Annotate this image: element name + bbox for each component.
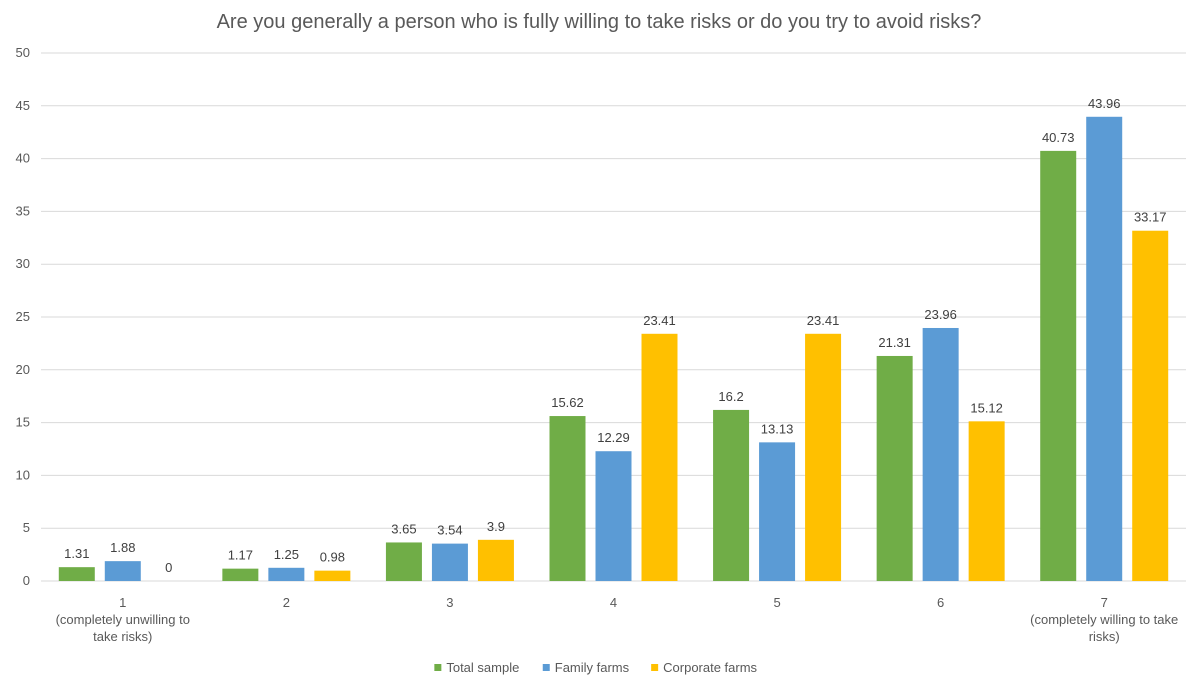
y-tick-label: 50 [16, 45, 30, 60]
y-tick-label: 35 [16, 203, 30, 218]
x-tick-label: (completely unwilling to [56, 612, 190, 627]
x-tick-label: (completely willing to take [1030, 612, 1178, 627]
x-tick-label: 2 [283, 595, 290, 610]
legend-label: Total sample [446, 660, 519, 675]
data-label: 12.29 [597, 430, 630, 445]
y-axis: 0 5 10 15 20 25 30 35 40 45 50 [16, 45, 30, 588]
data-label: 0.98 [320, 550, 345, 565]
data-label: 1.88 [110, 540, 135, 555]
x-tick-label: 5 [773, 595, 780, 610]
data-label: 23.41 [807, 313, 840, 328]
data-label: 33.17 [1134, 210, 1167, 225]
legend-label: Family farms [555, 660, 630, 675]
bar [549, 416, 586, 581]
bar [922, 327, 959, 581]
data-label: 3.9 [487, 519, 505, 534]
y-tick-label: 15 [16, 415, 30, 430]
x-tick-label: take risks) [93, 629, 152, 644]
bar [641, 333, 678, 581]
data-label: 1.31 [64, 546, 89, 561]
data-label: 15.12 [970, 400, 1003, 415]
bar [1086, 116, 1123, 581]
data-label: 3.54 [437, 523, 462, 538]
bar [268, 567, 305, 581]
data-label: 0 [165, 560, 172, 575]
x-tick-label: 1 [119, 595, 126, 610]
data-label: 40.73 [1042, 130, 1075, 145]
legend-swatch [434, 664, 442, 671]
data-label: 15.62 [551, 395, 584, 410]
y-tick-label: 45 [16, 98, 30, 113]
bar [713, 409, 750, 581]
x-axis: 1 (completely unwilling to take risks) 2 3 4 5… [56, 595, 1179, 644]
chart-title: Are you generally a person who is fully … [217, 11, 982, 33]
data-label: 1.17 [228, 548, 253, 563]
x-tick-label: 3 [446, 595, 453, 610]
data-label: 23.96 [924, 307, 957, 322]
legend: Total sample Family farms Corporate farms [434, 660, 758, 675]
y-tick-label: 30 [16, 256, 30, 271]
bar [477, 539, 514, 581]
data-labels: 1.31 1.88 0 1.17 1.25 0.98 3.65 3.54 3.9 15.62 12.… [64, 96, 1166, 575]
bar [876, 355, 913, 581]
bar [595, 451, 632, 581]
bar [58, 567, 95, 581]
data-label: 1.25 [274, 547, 299, 562]
bar [104, 561, 141, 581]
y-tick-label: 40 [16, 151, 30, 166]
y-tick-label: 20 [16, 362, 30, 377]
bar [968, 421, 1005, 581]
y-tick-label: 25 [16, 309, 30, 324]
bar [385, 542, 422, 581]
legend-swatch [542, 664, 550, 671]
gridlines [41, 52, 1186, 582]
legend-label: Corporate farms [663, 660, 757, 675]
data-label: 16.2 [718, 389, 743, 404]
bar [1132, 230, 1169, 581]
legend-swatch [651, 664, 659, 671]
bar [1040, 150, 1077, 581]
data-label: 13.13 [761, 421, 794, 436]
data-label: 3.65 [391, 521, 416, 536]
x-tick-label: 4 [610, 595, 617, 610]
bar [431, 543, 468, 581]
data-label: 21.31 [878, 335, 911, 350]
data-label: 23.41 [643, 313, 676, 328]
y-tick-label: 10 [16, 467, 30, 482]
bar [314, 570, 351, 581]
y-tick-label: 5 [23, 520, 30, 535]
y-tick-label: 0 [23, 573, 30, 588]
x-tick-label: 7 [1101, 595, 1108, 610]
x-tick-label: risks) [1089, 629, 1120, 644]
data-label: 43.96 [1088, 96, 1121, 111]
bar [805, 333, 842, 581]
bars [58, 116, 1169, 581]
bar [759, 442, 796, 581]
bar [222, 568, 259, 581]
x-tick-label: 6 [937, 595, 944, 610]
